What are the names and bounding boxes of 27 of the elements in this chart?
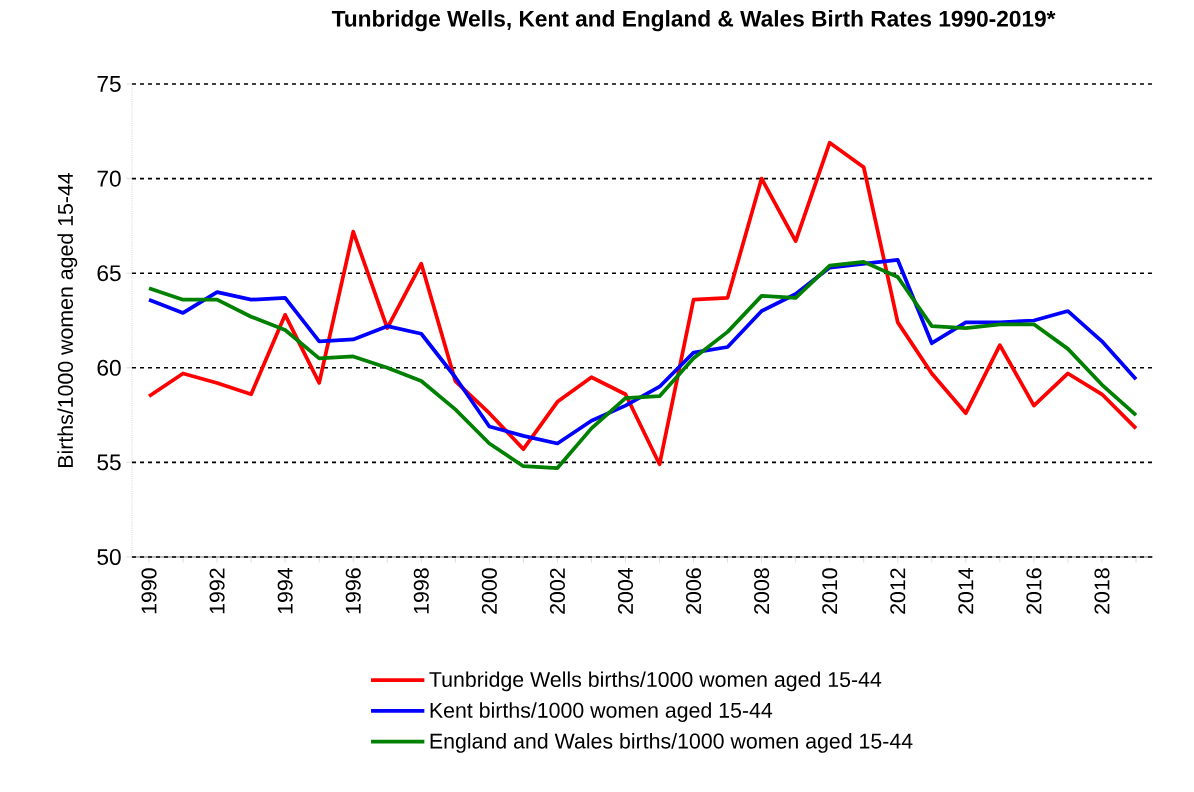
legend-label: Tunbridge Wells births/1000 women aged 15-44: [429, 671, 882, 692]
x-tick-label: 1994: [277, 568, 293, 614]
chart-title: Tunbridge Wells, Kent and England & Wales Birth Rates 1990-2019*: [331, 10, 1056, 32]
line-series: [147, 140, 1138, 467]
x-tick-label: 2006: [686, 568, 702, 614]
x-tick-label: 2000: [481, 568, 497, 614]
x-tick-label: 2018: [1094, 568, 1110, 614]
y-tick-label: 50: [97, 548, 121, 566]
x-tick-label: 2002: [549, 568, 565, 614]
y-axis-title: Births/1000 women aged 15-44: [57, 172, 78, 467]
x-tick-label: 2010: [822, 568, 838, 614]
y-tick-label: 75: [97, 76, 121, 92]
x-tick-label: 2016: [1026, 568, 1042, 614]
y-tick-label: 60: [97, 359, 121, 376]
y-tick-label: 70: [97, 170, 121, 187]
y-tick-label: 65: [97, 265, 121, 282]
x-tick-label: 2008: [754, 568, 770, 614]
x-tick-label: 2004: [617, 568, 634, 614]
y-tick-label: 55: [97, 454, 121, 471]
x-tick-label: 2014: [958, 568, 974, 614]
x-tick-label: 1998: [413, 568, 429, 614]
x-tick-label: 1996: [345, 568, 361, 614]
x-tick-label: 1992: [209, 568, 225, 614]
legend-label: England and Wales births/1000 women aged 15-44: [430, 732, 913, 753]
x-tick-label: 2012: [890, 568, 906, 614]
legend-label: Kent births/1000 women aged 15-44: [430, 702, 773, 723]
x-tick-label: 1990: [141, 568, 157, 614]
